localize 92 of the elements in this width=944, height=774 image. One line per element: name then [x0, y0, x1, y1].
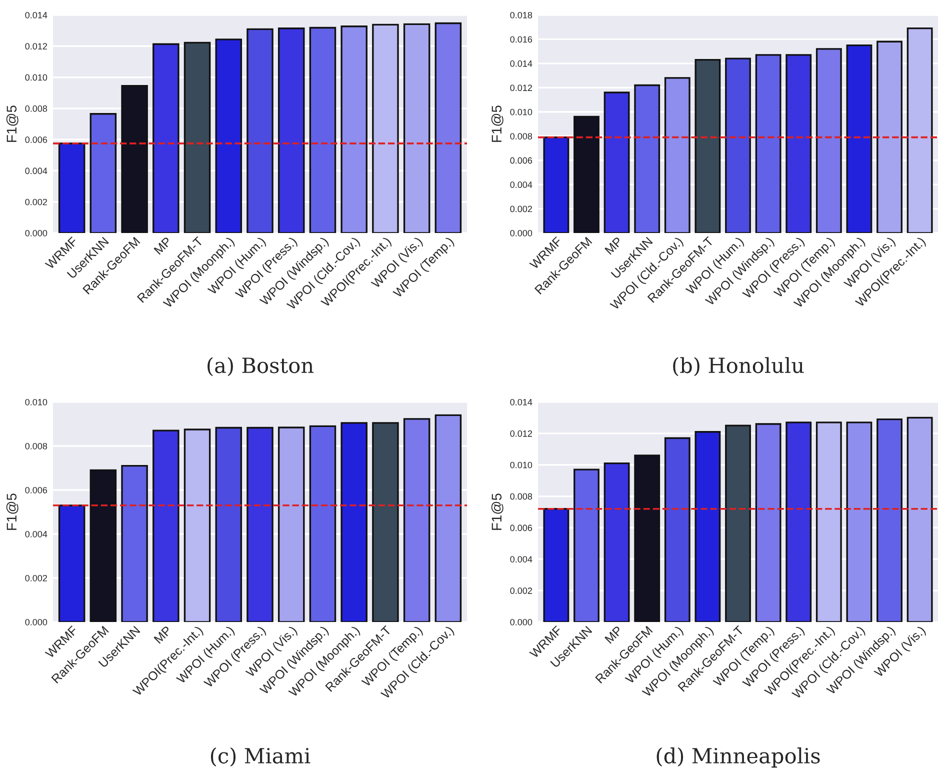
y-tick-label: 0.000 [510, 618, 532, 626]
bar [634, 454, 660, 622]
y-axis-title: F1@5 [491, 106, 504, 142]
bar [664, 437, 690, 622]
bar [574, 116, 600, 233]
y-tick-label: 0.004 [510, 556, 532, 563]
y-tick-label: 0.016 [510, 36, 532, 43]
bar [278, 426, 305, 622]
bar [340, 26, 368, 233]
bar [786, 422, 812, 622]
y-tick-label: 0.006 [510, 157, 532, 164]
bar [846, 44, 872, 233]
bar [90, 113, 117, 233]
bar [634, 84, 660, 233]
y-tick-label: 0.008 [25, 442, 48, 450]
bar [278, 28, 305, 233]
bar [309, 425, 336, 622]
bar [184, 428, 211, 622]
bar [58, 142, 86, 233]
y-tick-label: 0.002 [510, 588, 532, 594]
bar [340, 422, 368, 622]
y-axis-title: F1@5 [6, 494, 18, 530]
y-tick-label: 0.010 [25, 74, 48, 81]
y-tick-label: 0.002 [25, 198, 47, 206]
bar [246, 426, 274, 622]
y-axis-title: F1@5 [6, 106, 18, 142]
bar [543, 136, 570, 233]
text: (b) Honolulu [673, 357, 804, 376]
bar [574, 468, 600, 622]
bar [876, 40, 902, 233]
bar [876, 418, 902, 622]
y-tick-label: 0.000 [510, 230, 532, 236]
bar [604, 462, 630, 622]
bar [816, 422, 842, 622]
y-tick-label: 0.004 [25, 168, 48, 174]
y-tick-label: 0.012 [510, 84, 532, 92]
y-tick-label: 0.010 [510, 108, 532, 116]
bar [846, 422, 872, 622]
bar [434, 414, 462, 622]
y-tick-label: 0.008 [510, 493, 532, 500]
y-tick-label: 0.006 [25, 136, 48, 143]
y-tick-label: 0.008 [25, 105, 48, 112]
y-tick-label: 0.010 [25, 398, 48, 406]
bar [906, 27, 933, 233]
bar [58, 504, 86, 622]
y-tick-label: 0.008 [510, 133, 532, 140]
bar [543, 508, 570, 622]
y-tick-label: 0.014 [510, 60, 532, 67]
bar [694, 58, 721, 233]
bar [725, 424, 751, 622]
y-tick-label: 0.002 [25, 574, 47, 582]
y-tick-label: 0.004 [25, 530, 48, 538]
y-tick-label: 0.002 [510, 206, 532, 212]
text: (c) Miami [210, 747, 310, 767]
text: (d) Minneapolis [656, 747, 820, 768]
y-tick-label: 0.004 [510, 182, 532, 188]
y-tick-label: 0.000 [25, 230, 48, 236]
bar [152, 430, 180, 622]
y-tick-label: 0.010 [510, 462, 532, 468]
bar [372, 422, 399, 622]
bar [152, 43, 180, 233]
bar [725, 58, 751, 233]
y-tick-label: 0.006 [510, 524, 532, 532]
bar [372, 24, 399, 233]
bar [786, 54, 812, 233]
text: (a) Boston [208, 357, 314, 376]
bar [215, 426, 242, 622]
y-tick-label: 0.012 [25, 43, 47, 50]
bar [121, 464, 148, 622]
y-tick-label: 0.012 [510, 430, 532, 437]
bar [184, 42, 211, 233]
bar [816, 48, 842, 233]
bar [755, 423, 782, 622]
y-tick-label: 0.018 [510, 12, 532, 18]
y-tick-label: 0.006 [25, 486, 48, 494]
bar [604, 92, 630, 233]
bar [403, 23, 430, 233]
bar [434, 22, 462, 233]
y-axis-title: F1@5 [491, 494, 504, 530]
bar [403, 418, 430, 622]
bar [906, 416, 933, 622]
y-tick-label: 0.000 [25, 618, 48, 626]
bar [755, 54, 782, 233]
y-tick-label: 0.014 [510, 398, 532, 406]
bar [309, 26, 336, 233]
bar [664, 77, 690, 233]
bar [246, 28, 274, 233]
bar [215, 38, 242, 233]
bar [121, 85, 148, 233]
bar [90, 469, 117, 622]
bar [694, 431, 721, 622]
y-tick-label: 0.014 [25, 12, 48, 18]
